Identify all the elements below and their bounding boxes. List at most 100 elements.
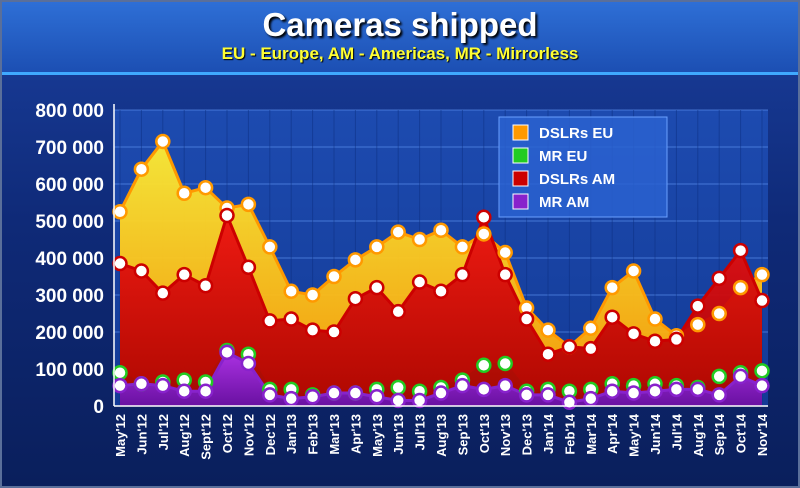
data-point	[454, 377, 471, 394]
data-point	[155, 377, 171, 394]
data-point	[690, 298, 706, 314]
x-tick-label: Jan'14	[541, 413, 556, 454]
data-point	[604, 383, 620, 399]
data-point	[711, 305, 727, 322]
x-tick-label: Jun'13	[391, 414, 406, 455]
x-tick-label: May'12	[113, 414, 128, 457]
data-point	[497, 355, 513, 372]
data-point	[583, 340, 599, 357]
data-point	[668, 331, 685, 348]
data-point	[283, 311, 299, 327]
x-tick-label: Feb'14	[562, 413, 577, 454]
data-point	[390, 224, 406, 240]
data-point	[754, 377, 770, 394]
series-areas	[118, 139, 764, 406]
y-tick-label: 500 000	[35, 212, 104, 233]
data-point	[176, 383, 192, 399]
data-point	[240, 259, 257, 275]
data-point	[304, 389, 321, 405]
data-point	[155, 285, 171, 301]
data-point	[625, 385, 642, 401]
data-point	[347, 385, 364, 401]
data-point	[690, 316, 706, 333]
y-tick-label: 300 000	[35, 286, 104, 307]
data-point	[604, 279, 620, 296]
x-tick-label: Dec'12	[263, 414, 278, 455]
data-point	[262, 313, 278, 329]
x-tick-label: Jan'13	[284, 414, 299, 454]
x-tick-label: Nov'13	[498, 414, 513, 456]
data-point	[347, 252, 364, 268]
data-point	[304, 322, 321, 338]
x-tick-label: Apr'13	[348, 414, 363, 454]
data-point	[518, 311, 535, 327]
data-point	[326, 324, 342, 340]
data-point	[647, 311, 663, 327]
data-point	[112, 204, 128, 220]
data-point	[454, 239, 471, 255]
x-tick-label: May'14	[627, 413, 642, 457]
x-tick-label: Aug'12	[177, 414, 192, 457]
legend-swatch	[512, 124, 529, 141]
x-tick-label: Jul'14	[669, 413, 684, 450]
data-point	[390, 392, 406, 409]
data-point	[561, 394, 578, 411]
data-point	[219, 207, 235, 224]
data-point	[262, 387, 278, 403]
legend-label: MR AM	[539, 194, 589, 211]
data-point	[112, 377, 128, 394]
data-point	[668, 381, 685, 398]
y-tick-label: 600 000	[35, 175, 104, 196]
chart-subtitle: EU - Europe, AM - Americas, MR - Mirrorl…	[221, 44, 579, 63]
data-point	[433, 385, 449, 401]
y-tick-label: 700 000	[35, 138, 104, 159]
data-point	[604, 309, 620, 325]
header-band	[2, 2, 798, 75]
x-tick-label: Oct'12	[220, 414, 235, 453]
data-point	[711, 387, 727, 403]
data-point	[540, 322, 556, 338]
y-tick-label: 0	[93, 397, 104, 418]
x-tick-label: Sept'12	[199, 414, 214, 460]
data-point	[283, 283, 299, 300]
legend-swatch	[512, 193, 529, 210]
x-tick-label: Jul'13	[413, 414, 428, 450]
x-tick-label: May'13	[370, 414, 385, 457]
data-point	[197, 179, 214, 196]
data-point	[112, 364, 128, 381]
chart-title: Cameras shipped	[262, 6, 538, 43]
data-point	[411, 392, 428, 409]
x-tick-label: Jul'12	[156, 414, 171, 450]
x-tick-label: Oct'14	[734, 413, 749, 453]
area-dslrs-am	[120, 215, 762, 406]
data-point	[497, 244, 513, 261]
data-point	[540, 387, 556, 403]
x-tick-label: Nov'12	[241, 414, 256, 456]
y-tick-label: 400 000	[35, 249, 104, 270]
series-points	[112, 133, 770, 411]
data-point	[732, 368, 749, 385]
x-tick-label: Sep'14	[712, 413, 727, 455]
x-tick-label: Feb'13	[306, 414, 321, 455]
data-point	[369, 279, 385, 296]
data-point	[369, 389, 385, 405]
data-point	[476, 209, 492, 226]
legend-label: MR EU	[539, 148, 587, 165]
data-point	[433, 222, 449, 238]
data-point	[197, 278, 214, 294]
y-tick-label: 100 000	[35, 360, 104, 381]
data-point	[497, 266, 513, 283]
data-point	[497, 377, 513, 394]
y-tick-label: 200 000	[35, 323, 104, 344]
data-point	[219, 344, 235, 361]
data-point	[754, 363, 770, 379]
data-point	[476, 357, 492, 374]
data-point	[583, 320, 599, 337]
x-tick-label: Sep'13	[455, 414, 470, 455]
data-point	[326, 385, 342, 401]
data-point	[240, 355, 257, 372]
data-point	[390, 303, 406, 320]
data-point	[411, 274, 428, 290]
data-point	[625, 263, 642, 279]
